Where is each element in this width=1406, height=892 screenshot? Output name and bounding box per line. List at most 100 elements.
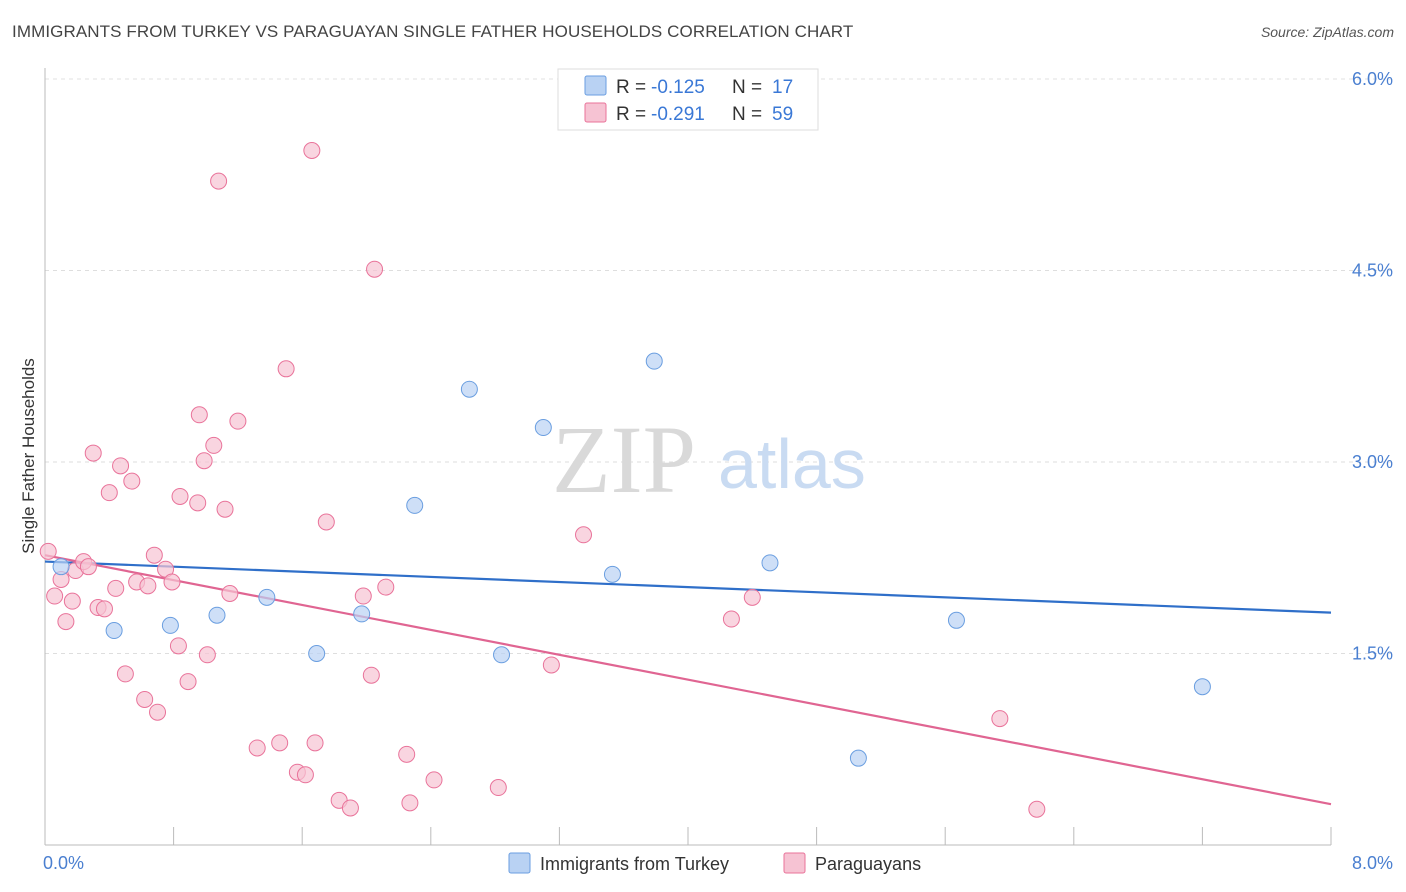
paraguayan-point [991,710,1009,728]
legend-n-label-1: N = [732,77,762,98]
paraguayan-point [57,613,75,631]
paraguayan-point [296,766,314,784]
paraguayan-point [271,734,289,752]
paraguayan-point [123,472,141,490]
paraguayan-point [79,558,97,576]
paraguayan-point [277,360,295,378]
paraguayan-point [171,487,189,505]
x-tick-label-min: 0.0% [43,853,84,873]
paraguayan-point [63,592,81,610]
paraguayan-point [95,600,113,618]
paraguayan-point [377,578,395,596]
paraguayan-point [84,444,102,462]
turkey-point [208,606,226,624]
series-legend-label-turkey: Immigrants from Turkey [540,854,729,874]
paraguayan-point [198,646,216,664]
y-tick-label: 6.0% [1352,69,1393,89]
turkey-point [258,588,276,606]
legend-n-value-2: 59 [772,104,793,125]
paraguayan-point [169,637,187,655]
paraguayan-point [149,703,167,721]
y-tick-label: 4.5% [1352,261,1393,281]
paraguayan-point [205,436,223,454]
tick-labels: 6.0% 4.5% 3.0% 1.5% 0.0% 8.0% [43,69,1393,873]
turkey-point [353,605,371,623]
turkey-point [105,622,123,640]
turkey-point [493,646,511,664]
paraguayan-point [221,584,239,602]
turkey-point [308,645,326,662]
paraguayan-point [743,588,761,606]
paraguayan-point [248,739,266,757]
paraguayan-point [46,587,64,605]
paraguayan-point [116,665,134,683]
paraguayan-point [163,573,181,591]
y-tick-label: 3.0% [1352,452,1393,472]
paraguayan-point [190,406,208,424]
legend-n-value-1: 17 [772,77,793,98]
paraguayan-point [425,771,443,789]
paraguayan-point [575,526,593,544]
source-label: Source: ZipAtlas.com [1260,24,1394,40]
turkey-point [1193,678,1211,696]
paraguayan-point [401,794,419,812]
paraguayan-point [179,673,197,691]
legend-n-label-2: N = [732,104,762,125]
paraguayan-point [722,610,740,628]
paraguayan-point [1028,800,1046,818]
watermark-zip: ZIP [552,406,696,513]
legend-r-label-2: R = [616,104,646,125]
correlation-legend: R = -0.125 N = 17 R = -0.291 N = 59 [557,68,819,131]
turkey-trend-line [44,560,1332,614]
legend-r-label-1: R = [616,77,646,98]
paraguayan-point [195,452,213,470]
paraguayan-point [317,513,335,531]
paraguayan-point [303,141,321,159]
paraguayan-point [145,546,163,564]
series-legend: Immigrants from Turkey Paraguayans [508,852,921,874]
series-legend-label-paraguayans: Paraguayans [815,854,921,874]
paraguayan-point [398,745,416,763]
paraguayan-point [136,690,154,708]
paraguayan-point [489,779,507,797]
legend-r-value-1: -0.125 [651,77,705,98]
paraguayan-point [229,412,247,430]
paraguayan-point [107,579,125,597]
paraguayan-point [39,542,57,560]
paraguayan-point [366,260,384,278]
series-legend-swatch-turkey [508,852,531,874]
paraguayan-point [306,734,324,752]
paraguayan-point [100,484,118,502]
y-tick-label: 1.5% [1352,644,1393,664]
paraguayan-point [210,172,228,190]
x-tick-label-max: 8.0% [1352,853,1393,873]
legend-swatch-paraguayans [584,102,607,123]
turkey-point [406,496,424,514]
data-points [39,141,1211,818]
chart-title: IMMIGRANTS FROM TURKEY VS PARAGUAYAN SIN… [12,22,854,41]
turkey-point [161,616,179,634]
turkey-point [52,558,70,576]
paraguayan-point [362,666,380,684]
legend-r-value-2: -0.291 [651,104,705,125]
paraguayan-point [216,500,234,518]
turkey-point [603,565,621,583]
paraguayan-point [139,577,157,595]
legend-swatch-turkey [584,75,607,96]
paraguayan-point [341,799,359,817]
turkey-point [460,380,478,398]
watermark-atlas: atlas [718,425,866,503]
turkey-point [849,749,867,767]
axes [44,68,1332,846]
paraguayan-point [189,494,207,512]
paraguayan-point [542,656,560,674]
y-axis-title: Single Father Households [19,358,38,554]
turkey-point [534,419,552,437]
gridlines [45,78,1392,654]
series-legend-swatch-paraguayans [783,852,806,874]
turkey-point [761,554,779,572]
turkey-point [645,352,663,370]
turkey-point [947,611,965,629]
paraguayan-point [354,587,372,605]
